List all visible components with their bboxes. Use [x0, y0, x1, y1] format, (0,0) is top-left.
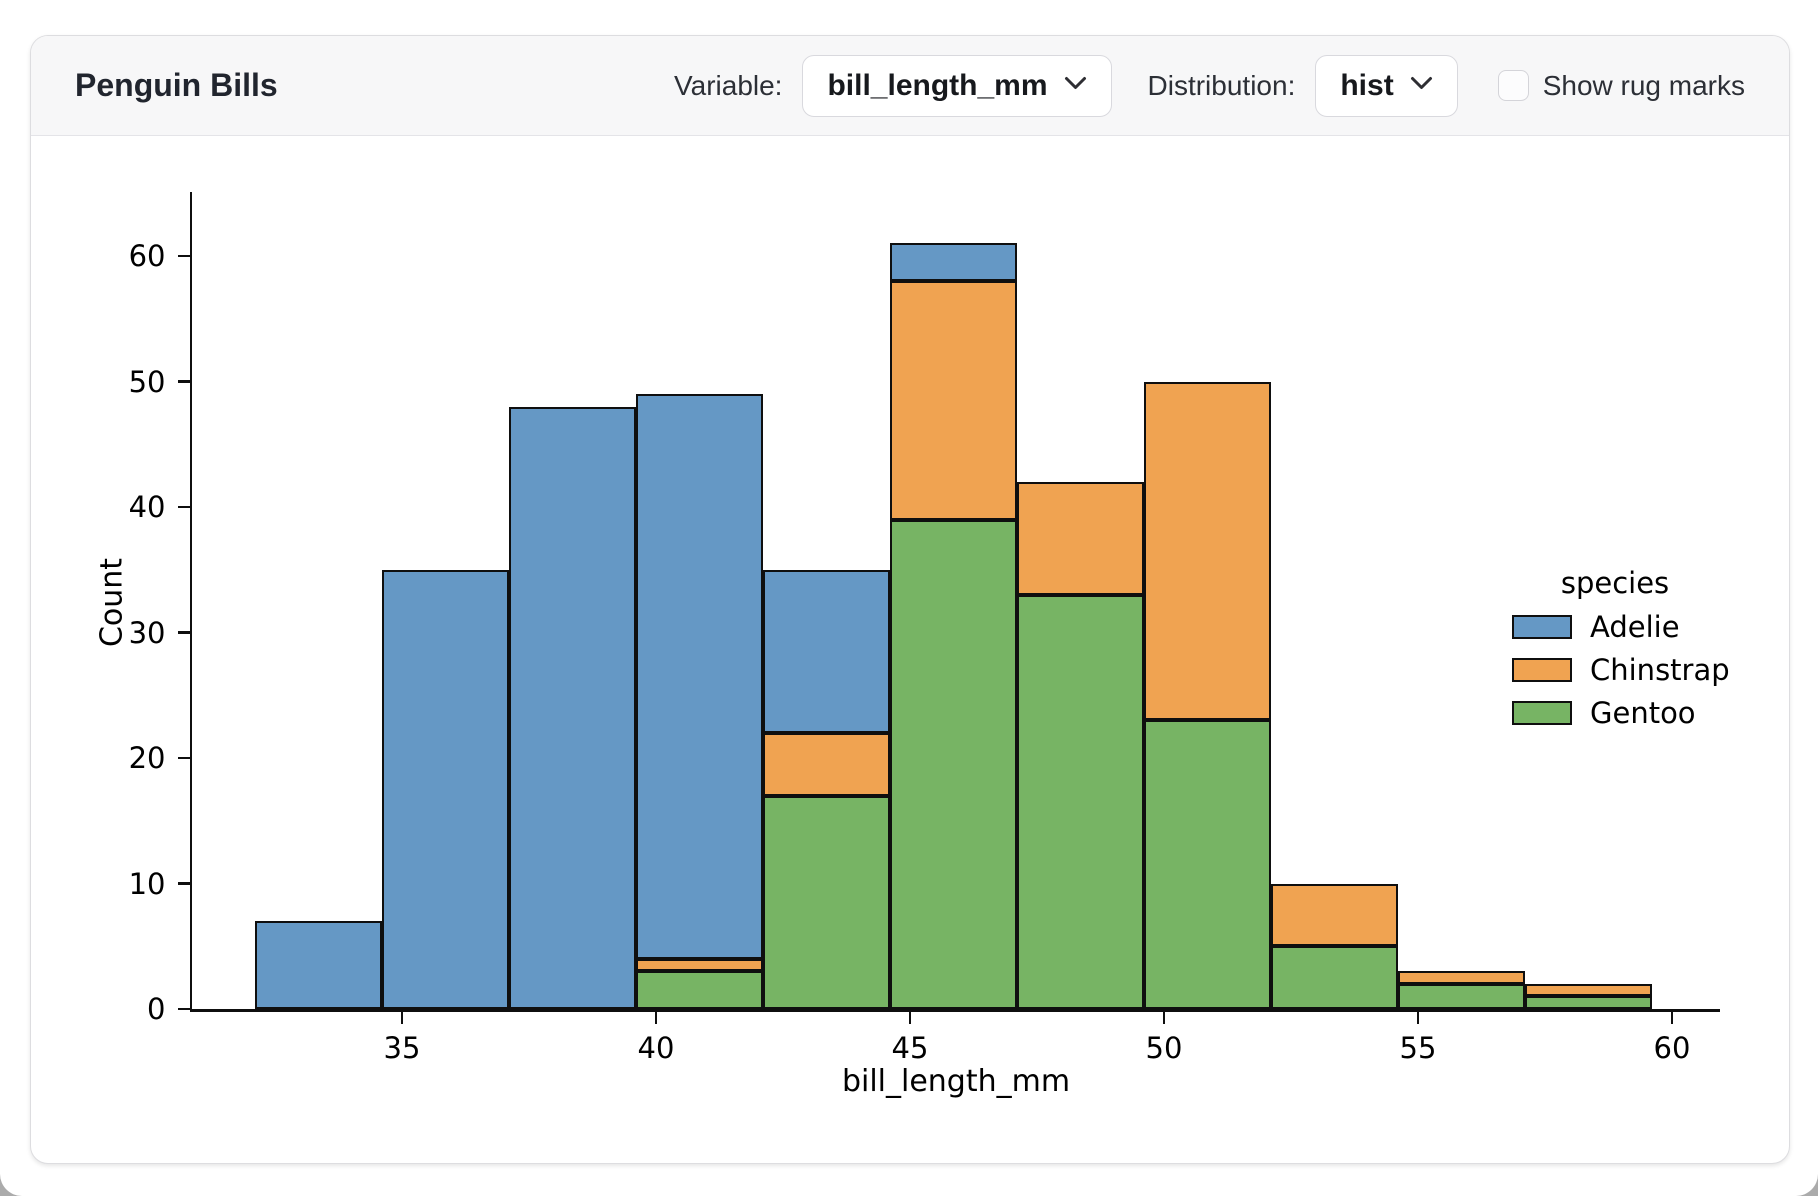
distribution-select-value: hist — [1340, 68, 1394, 102]
chevron-down-icon — [1048, 76, 1087, 96]
show-rug-label: Show rug marks — [1542, 69, 1745, 101]
card-title: Penguin Bills — [75, 67, 278, 103]
show-rug-checkbox[interactable] — [1497, 70, 1529, 101]
variable-select[interactable]: bill_length_mm — [802, 54, 1112, 117]
distribution-label: Distribution: — [1147, 69, 1296, 101]
card-header: Penguin Bills Variable: bill_length_mm D… — [31, 36, 1789, 136]
chevron-down-icon — [1394, 76, 1433, 96]
variable-select-value: bill_length_mm — [827, 68, 1048, 102]
variable-label: Variable: — [674, 69, 783, 101]
distribution-select[interactable]: hist — [1315, 54, 1458, 117]
penguin-bills-card: Penguin Bills Variable: bill_length_mm D… — [30, 35, 1790, 1164]
